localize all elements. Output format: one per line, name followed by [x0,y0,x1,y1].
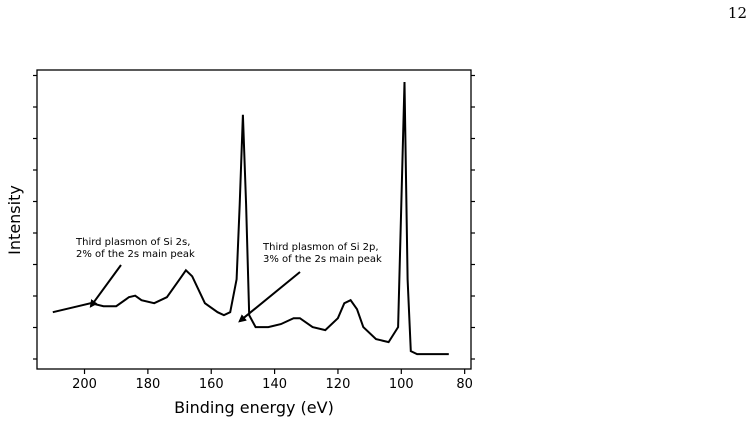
y-axis-ticks [33,74,475,360]
x-tick-label: 200 [72,377,97,392]
annotation-text: Third plasmon of Si 2s, 2% of the 2s main… [75,237,195,260]
x-tick-label: 160 [199,377,224,392]
x-axis-label: Binding energy (eV) [174,398,334,417]
page-number: 12 [727,4,747,22]
y-axis-label: Intensity [5,185,24,255]
plot-frame [36,69,472,370]
x-tick-label: 100 [389,377,414,392]
annotation-text: Third plasmon of Si 2p, 3% of the 2s main… [262,242,382,265]
spectrum-line [52,81,449,356]
x-tick-label: 120 [326,377,351,392]
x-axis-ticks: 200 180 160 140 120 100 80 [72,369,473,392]
annotation-arrow [89,264,122,308]
x-tick-label: 180 [135,377,160,392]
x-tick-label: 80 [456,377,473,392]
x-tick-label: 140 [262,377,287,392]
annotations: Third plasmon of Si 2s, 2% of the 2s main… [75,237,382,323]
annotation-arrow [238,271,301,323]
